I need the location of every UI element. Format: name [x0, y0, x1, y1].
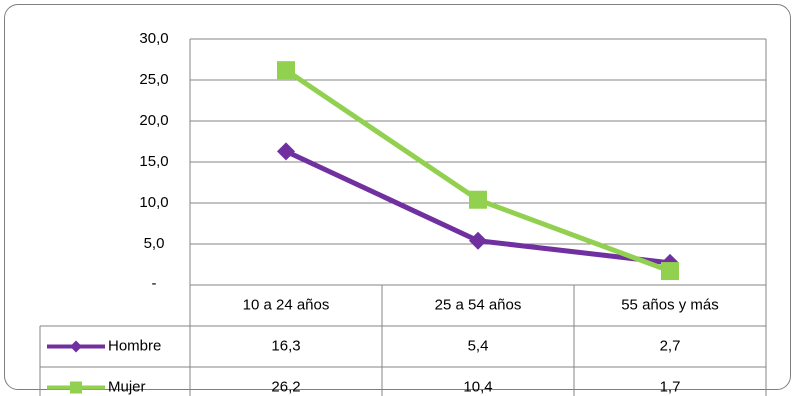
data-point-square — [469, 190, 487, 209]
y-tick-label: 30,0 — [139, 30, 168, 47]
category-label: 25 a 54 años — [435, 296, 522, 313]
table-value-cell: 2,7 — [660, 337, 681, 354]
table-value-cell: 10,4 — [463, 378, 492, 395]
table-value-cell: 1,7 — [660, 378, 681, 395]
data-point-diamond — [277, 142, 295, 161]
table-value-cell: 26,2 — [271, 378, 300, 395]
table-value-cell: 16,3 — [271, 337, 300, 354]
legend-key-marker — [70, 340, 82, 353]
category-label: 10 a 24 años — [243, 296, 330, 313]
y-tick-label: 10,0 — [139, 194, 168, 211]
y-tick-label: 20,0 — [139, 112, 168, 129]
y-tick-label: 25,0 — [139, 71, 168, 88]
table-value-cell: 5,4 — [468, 337, 489, 354]
data-point-diamond — [469, 231, 487, 250]
legend-key-marker — [70, 381, 82, 394]
data-point-square — [277, 61, 295, 80]
legend-series-name: Mujer — [108, 378, 146, 395]
y-tick-label: - — [152, 275, 157, 292]
y-tick-label: 5,0 — [144, 235, 165, 252]
legend-series-name: Hombre — [108, 337, 161, 354]
data-point-square — [661, 262, 679, 281]
y-tick-label: 15,0 — [139, 153, 168, 170]
category-label: 55 años y más — [621, 296, 719, 313]
